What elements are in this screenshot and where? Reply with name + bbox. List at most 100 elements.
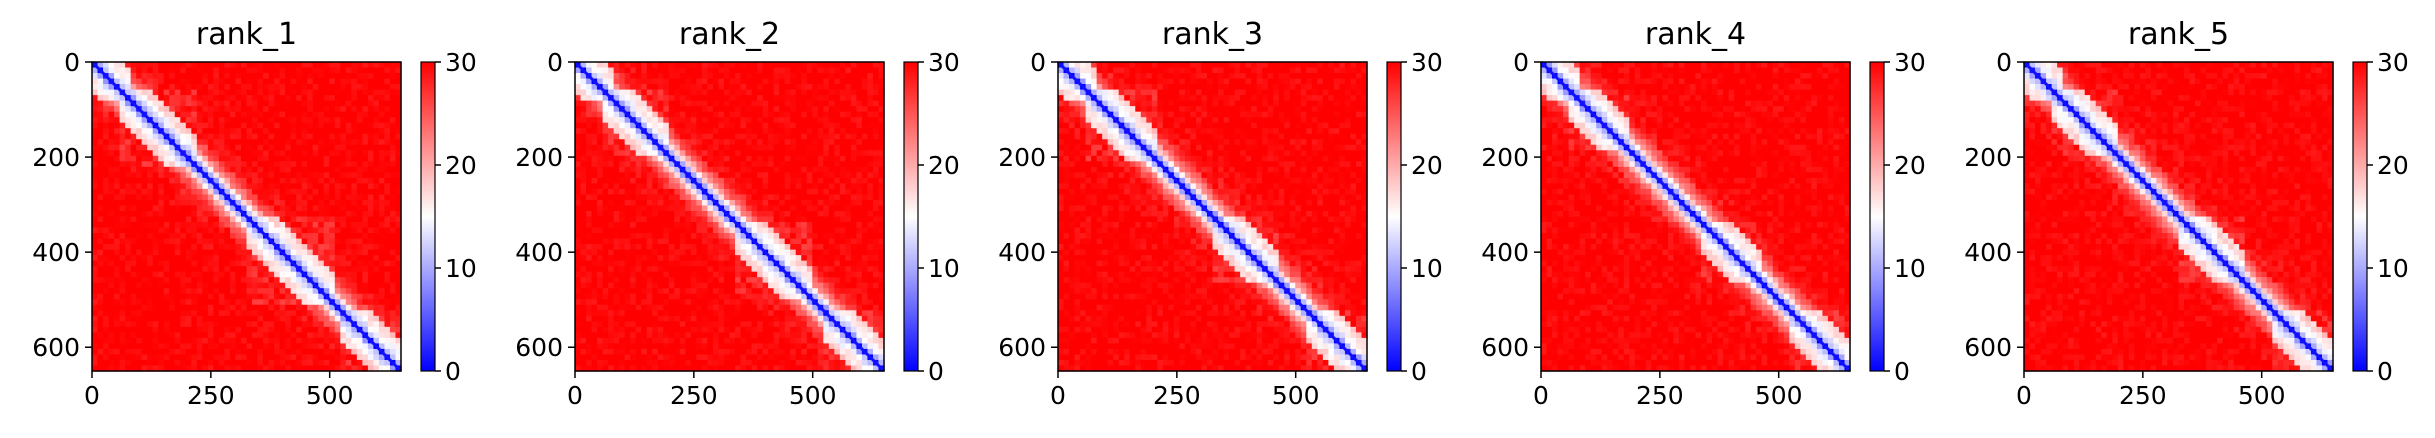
heatmap-cell [817, 111, 824, 118]
heatmap-cell [108, 315, 115, 322]
heatmap-cell [141, 210, 148, 218]
heatmap-cell [784, 155, 791, 162]
heatmap-cell [257, 321, 264, 328]
heatmap-cell [690, 155, 697, 162]
heatmap-cell [384, 233, 391, 240]
heatmap-cell [224, 210, 231, 218]
heatmap-cell [246, 244, 253, 251]
heatmap-cell [92, 194, 99, 201]
heatmap-cell [356, 233, 363, 240]
heatmap-cell [285, 111, 292, 118]
heatmap-cell [218, 288, 226, 295]
heatmap-cell [246, 161, 253, 168]
heatmap-cell [575, 222, 582, 229]
heatmap-cell [180, 62, 187, 69]
heatmap-cell [345, 111, 352, 118]
heatmap-cell [356, 304, 363, 311]
heatmap-cell [163, 177, 170, 184]
heatmap-cell [768, 199, 775, 207]
heatmap-cell [296, 326, 303, 333]
heatmap-cell [191, 288, 198, 295]
heatmap-cell [263, 155, 270, 162]
heatmap-cell [169, 277, 176, 284]
heatmap-cell [762, 222, 769, 229]
heatmap-cell [817, 188, 824, 196]
heatmap-cell [296, 315, 303, 322]
heatmap-cell [378, 222, 386, 229]
heatmap-cell [384, 277, 391, 284]
heatmap-cell [240, 128, 248, 135]
heatmap-cell [362, 244, 369, 251]
heatmap-cell [147, 194, 154, 201]
heatmap-cell [246, 188, 253, 196]
heatmap-cell [608, 161, 615, 168]
heatmap-cell [712, 122, 720, 129]
heatmap-cell [296, 144, 303, 151]
heatmap-cell [97, 365, 104, 372]
heatmap-cell [274, 348, 281, 356]
heatmap-cell [839, 194, 846, 201]
heatmap-cell [169, 183, 176, 190]
heatmap-cell [768, 188, 775, 196]
heatmap-cell [878, 144, 885, 151]
heatmap-cell [196, 62, 203, 69]
heatmap-cell [180, 84, 187, 91]
heatmap-cell [395, 354, 402, 361]
heatmap-cell [351, 78, 358, 85]
heatmap-cell [657, 95, 664, 102]
heatmap-cell [657, 155, 664, 162]
heatmap-cell [373, 183, 380, 190]
heatmap-cell [174, 343, 181, 350]
heatmap-cell [147, 271, 154, 278]
heatmap-cell [114, 288, 121, 295]
heatmap-cell [597, 62, 604, 69]
heatmap-cell [290, 166, 297, 173]
heatmap-cell [103, 359, 110, 367]
heatmap-cell [136, 128, 143, 135]
heatmap-cell [608, 62, 615, 69]
heatmap-cell [641, 95, 648, 102]
heatmap-cell [136, 205, 143, 212]
heatmap-cell [657, 177, 664, 184]
heatmap-cell [103, 166, 110, 173]
heatmap-cell [773, 216, 780, 223]
heatmap-cell [850, 144, 858, 151]
heatmap-cell [263, 111, 270, 118]
heatmap-cell [279, 122, 286, 129]
heatmap-cell [268, 177, 275, 184]
heatmap-cell [136, 177, 143, 184]
heatmap-cell [119, 343, 126, 350]
heatmap-cell [252, 227, 259, 234]
heatmap-cell [591, 62, 598, 69]
heatmap-cell [158, 183, 165, 190]
heatmap-cell [246, 128, 253, 135]
heatmap-cell [619, 67, 626, 74]
heatmap-cell [252, 326, 259, 333]
heatmap-cell [624, 222, 631, 229]
heatmap-cell [630, 199, 637, 207]
heatmap-cell [384, 282, 391, 289]
heatmap-cell [707, 128, 714, 135]
heatmap-cell [202, 199, 209, 207]
heatmap-cell [602, 106, 609, 113]
heatmap-cell [591, 155, 598, 162]
heatmap-cell [329, 128, 336, 135]
heatmap-cell [318, 177, 325, 184]
heatmap-cell [218, 100, 226, 107]
heatmap-cell [323, 310, 330, 317]
heatmap-cell [575, 84, 582, 91]
heatmap-cell [207, 365, 214, 372]
heatmap-cell [285, 348, 292, 356]
heatmap-cell [174, 188, 181, 196]
heatmap-cell [323, 277, 330, 284]
heatmap-cell [279, 139, 286, 146]
heatmap-cell [850, 227, 858, 234]
heatmap-cell [373, 177, 380, 184]
heatmap-cell [362, 216, 369, 223]
heatmap-cell [828, 117, 835, 124]
heatmap-cell [307, 227, 314, 234]
heatmap-cell [613, 210, 620, 218]
heatmap-cell [340, 299, 347, 306]
heatmap-cell [389, 133, 397, 140]
